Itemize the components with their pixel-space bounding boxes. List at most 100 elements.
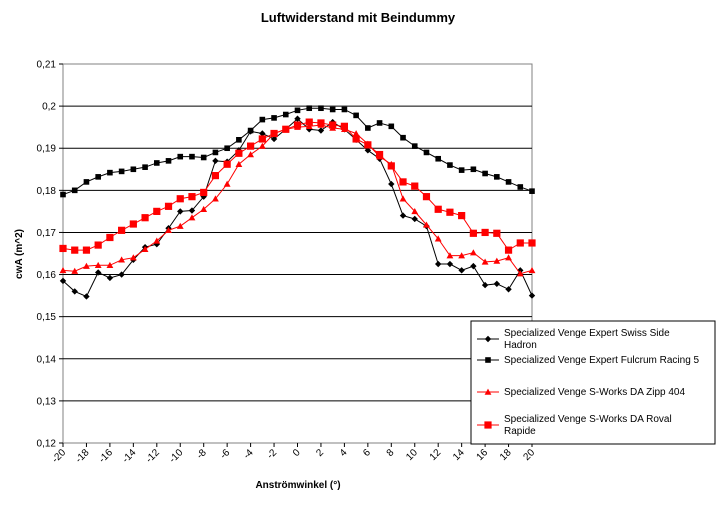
data-point: [270, 129, 278, 138]
series-layer: [59, 105, 536, 300]
data-point: [212, 195, 219, 202]
y-tick-label: 0,13: [37, 396, 57, 407]
data-point: [352, 135, 360, 143]
x-axis-label: Anströmwinkel (°): [255, 480, 340, 491]
data-point: [482, 170, 488, 177]
data-point: [142, 164, 148, 170]
data-point: [447, 162, 453, 168]
data-point: [411, 182, 419, 190]
data-point: [493, 229, 501, 237]
data-point: [317, 119, 325, 127]
y-tick-label: 0,18: [37, 186, 57, 197]
data-point: [329, 121, 337, 129]
data-point: [235, 149, 243, 157]
data-point: [293, 121, 302, 129]
data-point: [306, 105, 313, 112]
data-point: [258, 142, 266, 149]
data-point: [446, 208, 454, 216]
data-point: [94, 269, 102, 276]
data-point: [247, 127, 254, 134]
data-point: [247, 142, 255, 150]
data-point: [484, 421, 492, 429]
data-point: [318, 105, 324, 112]
data-point: [469, 249, 477, 256]
series-group: [60, 105, 535, 198]
data-point: [399, 195, 407, 202]
data-point: [212, 149, 219, 156]
data-point: [259, 130, 266, 137]
data-point: [106, 233, 114, 242]
data-point: [305, 118, 313, 126]
data-point: [200, 188, 208, 197]
data-point: [399, 178, 407, 186]
data-point: [484, 388, 492, 395]
data-point: [411, 207, 419, 215]
data-point: [141, 245, 149, 253]
data-point: [365, 125, 371, 131]
data-point: [177, 208, 184, 215]
data-point: [259, 116, 266, 123]
data-point: [505, 179, 512, 185]
data-point: [376, 120, 383, 126]
legend: Specialized Venge Expert Swiss SideHadro…: [470, 320, 716, 445]
legend-label: Specialized Venge S-Works DA Roval: [504, 414, 672, 425]
y-tick-label: 0,21: [37, 60, 57, 71]
data-point: [236, 137, 242, 143]
data-point: [375, 150, 384, 159]
data-point: [294, 115, 301, 122]
data-point: [411, 215, 418, 223]
data-point: [118, 168, 125, 175]
data-point: [446, 252, 454, 259]
data-point: [71, 187, 78, 194]
y-axis-label: cwA (m^2): [14, 229, 25, 279]
y-tick-label: 0,14: [37, 354, 57, 365]
data-point: [329, 106, 336, 113]
data-point: [504, 246, 513, 254]
data-point: [118, 256, 126, 263]
data-point: [153, 237, 161, 244]
legend-label: Specialized Venge Expert Swiss Side: [504, 328, 670, 339]
data-point: [529, 188, 535, 194]
data-point: [493, 257, 501, 264]
series-group: [59, 118, 536, 254]
data-point: [470, 262, 477, 270]
data-point: [388, 180, 395, 188]
data-point: [94, 241, 102, 249]
data-point: [176, 222, 184, 229]
data-point: [435, 260, 442, 268]
data-point: [118, 271, 125, 278]
y-tick-label: 0,19: [37, 144, 57, 155]
data-point: [516, 270, 524, 277]
data-point: [95, 174, 101, 180]
data-point: [106, 274, 114, 282]
data-point: [164, 202, 173, 210]
data-point: [387, 162, 395, 170]
data-point: [165, 158, 172, 164]
data-point: [435, 155, 441, 162]
data-point: [60, 191, 66, 198]
data-point: [176, 195, 184, 203]
legend-label: Specialized Venge S-Works DA Zipp 404: [504, 387, 685, 398]
data-point: [388, 123, 395, 130]
data-point: [352, 130, 360, 137]
legend-box: [470, 320, 716, 445]
data-point: [458, 267, 465, 274]
data-point: [434, 205, 442, 213]
data-point: [294, 107, 301, 114]
data-point: [223, 180, 231, 187]
data-point: [200, 205, 208, 213]
data-point: [177, 153, 184, 160]
data-point: [59, 277, 67, 285]
data-point: [200, 154, 207, 161]
data-point: [505, 254, 512, 261]
legend-label: Specialized Venge Expert Fulcrum Racing …: [504, 355, 700, 366]
data-point: [247, 151, 254, 158]
data-point: [165, 226, 172, 234]
gridlines: [63, 105, 532, 402]
data-point: [305, 122, 313, 130]
data-point: [71, 246, 79, 254]
data-point: [399, 212, 407, 219]
data-point: [528, 292, 536, 299]
data-point: [94, 261, 102, 269]
data-point: [493, 280, 501, 288]
